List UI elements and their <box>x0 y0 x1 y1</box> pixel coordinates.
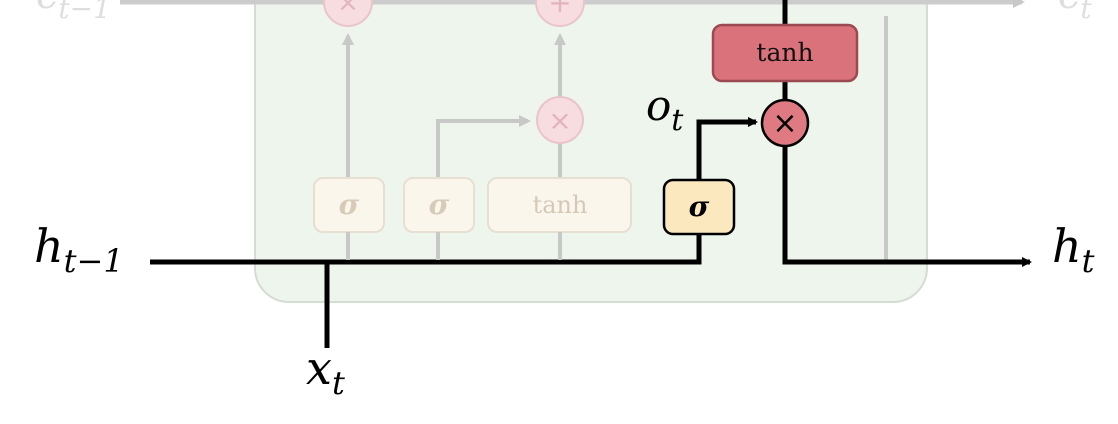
output-multiply-circle <box>760 98 810 148</box>
input-x-label: xt <box>306 341 345 402</box>
input-gate-line <box>436 115 531 178</box>
cell-tanh-box <box>711 23 859 83</box>
output-gate-line <box>696 117 758 180</box>
output-gate-label: σ <box>689 190 710 223</box>
hidden-prev-label: ht−1 <box>34 219 124 280</box>
input-multiply-circle <box>536 96 584 144</box>
candidate-tanh-label: tanh <box>533 191 588 219</box>
hidden-next-label: ht <box>1052 219 1095 280</box>
hidden-prev-line <box>150 234 702 265</box>
hidden-next-line <box>782 146 1032 267</box>
cell-add-circle <box>535 0 585 27</box>
output-gate-value-label: ot <box>646 81 684 138</box>
output-multiply-symbol: × <box>772 106 797 141</box>
cell-add-symbol: + <box>548 0 571 19</box>
input-gate-label: σ <box>429 188 450 221</box>
forget-gate-label: σ <box>339 188 360 221</box>
forget-multiply-symbol: × <box>337 0 359 18</box>
cell-tanh-label: tanh <box>756 38 813 67</box>
forget-multiply-circle <box>323 0 373 27</box>
cell-state-prev-label: ct−1 <box>36 0 111 25</box>
input-multiply-symbol: × <box>548 104 571 137</box>
cell-state-next-label: ct <box>1058 0 1092 25</box>
output-gate-box <box>662 178 736 236</box>
